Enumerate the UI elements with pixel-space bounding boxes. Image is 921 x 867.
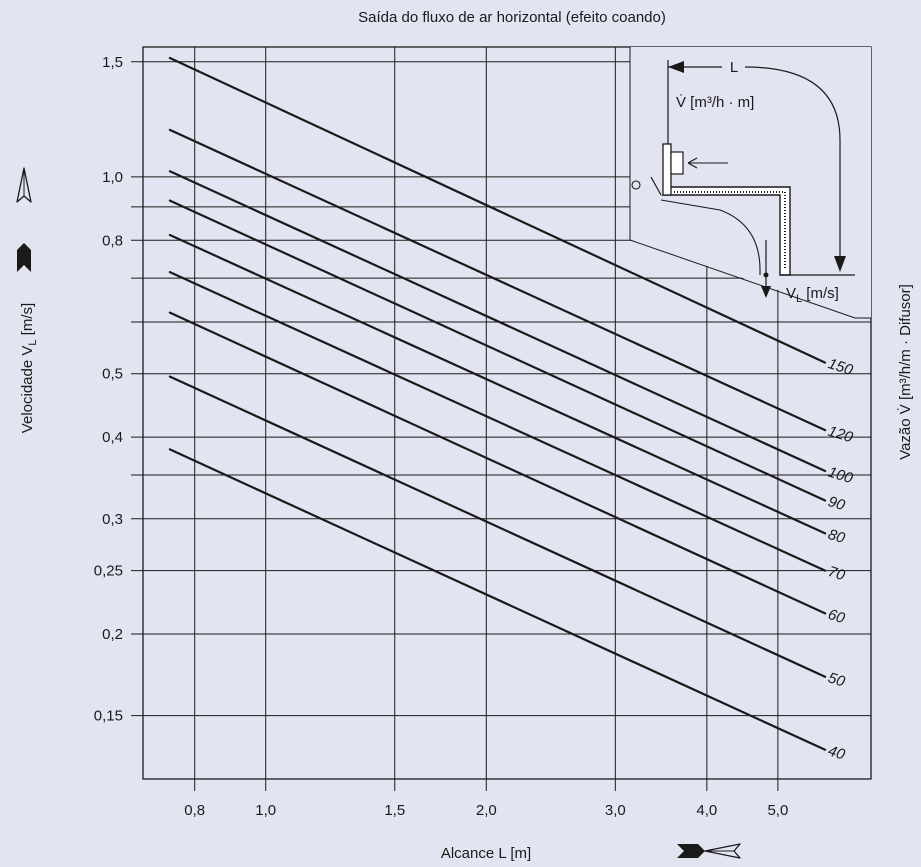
inset-velocity-arrowhead — [761, 286, 771, 298]
tick-labels: 1,5 1,0 0,8 0,5 0,4 0,3 0,25 0,2 0,15 0,8 1,0 1,5 2,… — [94, 54, 789, 819]
inset-deflector — [650, 176, 662, 196]
inset-diffuser — [662, 143, 672, 196]
inset-diffuser-box — [670, 151, 684, 175]
inset-reach-curve — [744, 66, 841, 260]
x-tick-label: 1,5 — [384, 802, 405, 819]
inset-velocity-sub: L — [796, 293, 802, 305]
y-tick-label: 0,3 — [102, 511, 123, 528]
series-label-60: 60 — [826, 606, 848, 627]
inset-panel — [630, 47, 871, 318]
inset-flow-label: V̇ [m³/h · m] — [676, 94, 754, 111]
x-tick-label: 3,0 — [605, 802, 626, 819]
y-tick-label: 0,25 — [94, 563, 123, 580]
y-tick-label: 1,0 — [102, 169, 123, 186]
series-line-70 — [168, 271, 827, 572]
series-line-40 — [168, 448, 827, 751]
y-tick-label: 0,15 — [94, 708, 123, 725]
series-line-120 — [168, 128, 827, 432]
chart-title: Saída do fluxo de ar horizontal (efeito … — [358, 9, 666, 26]
x-tick-label: 1,0 — [255, 802, 276, 819]
inset-nozzle — [631, 180, 641, 190]
inset-velocity-unit: [m/s] — [802, 285, 839, 302]
inset-jet-path — [660, 199, 761, 275]
x-tick-label: 4,0 — [696, 802, 717, 819]
y-axis-label-main: Velocidade V — [19, 346, 36, 434]
right-arrow-tail-icon — [677, 844, 705, 858]
series-line-60 — [168, 311, 827, 615]
inset-velocity-point — [763, 272, 769, 278]
x-tick-label: 0,8 — [184, 802, 205, 819]
y-axis-label-unit: [m/s] — [19, 303, 36, 340]
inset-reach-arrowhead — [834, 256, 846, 272]
series-label-40: 40 — [826, 742, 848, 763]
inset-velocity-label: VL [m/s] — [786, 285, 839, 305]
series-layer: 150 120 100 90 80 70 60 50 40 — [168, 56, 856, 764]
inset-l-label: L — [730, 59, 738, 76]
inset-diagram: LV̇ [m³/h · m]VL [m/s] — [629, 47, 871, 319]
x-axis-label: Alcance L [m] — [441, 845, 531, 862]
series-label-80: 80 — [826, 526, 848, 547]
inset-l-arrowhead — [668, 61, 684, 73]
series-label-120: 120 — [826, 423, 856, 447]
series-line-50 — [168, 375, 827, 678]
x-tick-label: 2,0 — [476, 802, 497, 819]
series-line-150 — [168, 56, 827, 364]
y-tick-label: 0,5 — [102, 366, 123, 383]
axis-arrows — [16, 167, 741, 859]
y-tick-label: 1,5 — [102, 54, 123, 71]
series-label-70: 70 — [826, 563, 848, 584]
series-line-80 — [168, 233, 827, 535]
y-axis-label-sub: L — [27, 339, 39, 345]
y-tick-label: 0,2 — [102, 626, 123, 643]
y-tick-label: 0,8 — [102, 232, 123, 249]
y-tick-label: 0,4 — [102, 429, 123, 446]
y2-axis-label: Vazão V̇ [m³/h/m · Difusor] — [897, 284, 914, 460]
y-axis-label: Velocidade VL [m/s] — [19, 303, 39, 433]
series-line-100 — [168, 170, 827, 473]
x-tick-label: 5,0 — [767, 802, 788, 819]
inset-insulation — [674, 191, 786, 270]
series-label-90: 90 — [826, 493, 848, 514]
inset-ceiling-line — [629, 239, 856, 319]
series-line-90 — [168, 199, 827, 502]
inset-inlet-arrowhead — [687, 157, 698, 169]
series-label-100: 100 — [826, 464, 856, 488]
series-label-50: 50 — [826, 669, 848, 690]
titles: Saída do fluxo de ar horizontal (efeito … — [19, 9, 914, 862]
up-arrow-tail-icon — [17, 243, 31, 272]
series-label-150: 150 — [826, 355, 856, 379]
inset-velocity-v: V — [786, 285, 796, 302]
